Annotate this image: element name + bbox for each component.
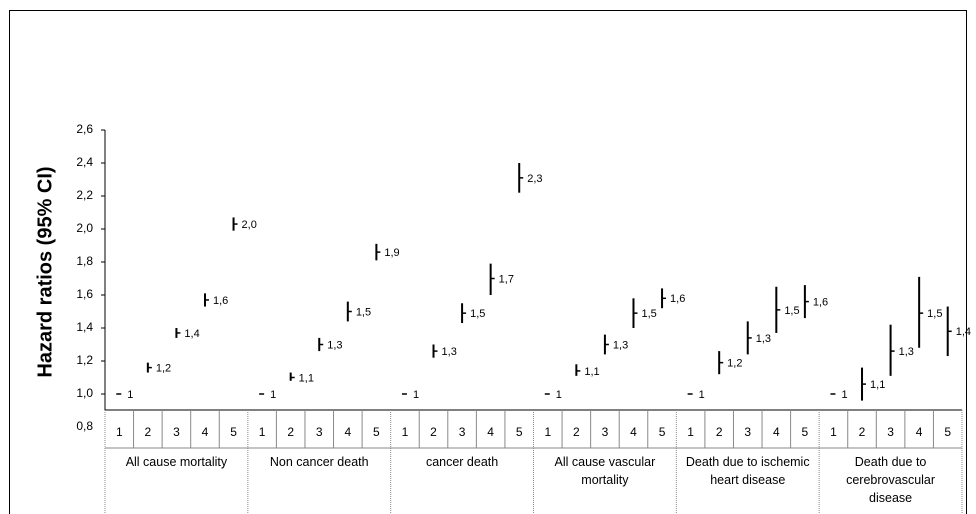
- x-tick-label: 1: [402, 425, 409, 439]
- data-label: 1,9: [384, 247, 399, 259]
- x-tick-label: 4: [202, 425, 209, 439]
- data-label: 1,6: [213, 295, 228, 307]
- x-tick-label: 2: [145, 425, 152, 439]
- data-label: 1,1: [584, 366, 599, 378]
- data-label: 1,6: [670, 293, 685, 305]
- data-label: 1,3: [756, 333, 771, 345]
- x-tick-label: 4: [916, 425, 923, 439]
- x-tick-label: 5: [230, 425, 237, 439]
- y-tick-label: 2,4: [76, 155, 93, 169]
- x-tick-label: 4: [630, 425, 637, 439]
- data-label: 1,3: [899, 346, 914, 358]
- data-label: 1: [127, 389, 133, 401]
- x-tick-label: 3: [459, 425, 466, 439]
- group-label: Death due to ischemic heart disease: [685, 455, 810, 487]
- x-tick-label: 2: [430, 425, 437, 439]
- x-tick-label: 5: [516, 425, 523, 439]
- x-tick-label: 1: [116, 425, 123, 439]
- data-label: 2,0: [242, 219, 257, 231]
- x-tick-label: 3: [602, 425, 609, 439]
- data-label: 1,3: [327, 339, 342, 351]
- x-tick-label: 3: [744, 425, 751, 439]
- y-axis-title: Hazard ratios (95% CI): [34, 166, 56, 377]
- data-label: 1: [841, 389, 847, 401]
- data-label: 1: [270, 389, 276, 401]
- x-tick-label: 5: [659, 425, 666, 439]
- data-label: 1,5: [641, 308, 656, 320]
- data-label: 1: [556, 389, 562, 401]
- x-tick-label: 4: [344, 425, 351, 439]
- data-label: 1,6: [813, 297, 828, 309]
- group-label: All cause vascular mortality: [554, 455, 656, 487]
- group-label: cancer death: [425, 455, 499, 469]
- x-tick-label: 2: [859, 425, 866, 439]
- y-tick-label: 2,2: [76, 188, 93, 202]
- frame: [9, 10, 967, 514]
- x-tick-label: 1: [687, 425, 694, 439]
- data-label: 1,3: [613, 339, 628, 351]
- group-label: Death due to cerebrovascular disease: [846, 455, 936, 505]
- y-tick-label: 1,8: [76, 254, 93, 268]
- data-label: 1,2: [156, 363, 171, 375]
- x-tick-label: 5: [944, 425, 951, 439]
- x-tick-label: 2: [716, 425, 723, 439]
- data-label: 1: [699, 389, 705, 401]
- data-label: 1,5: [927, 308, 942, 320]
- data-label: 1,5: [356, 306, 371, 318]
- y-tick-label: 1,6: [76, 287, 93, 301]
- x-tick-label: 5: [802, 425, 809, 439]
- y-tick-label: 2,6: [76, 122, 93, 136]
- data-label: 1,5: [470, 308, 485, 320]
- x-tick-label: 2: [573, 425, 580, 439]
- x-tick-label: 1: [544, 425, 551, 439]
- x-tick-label: 5: [373, 425, 380, 439]
- data-label: 1,4: [956, 326, 971, 338]
- y-tick-label: 1,0: [76, 386, 93, 400]
- y-tick-label: 1,2: [76, 353, 93, 367]
- data-label: 1,7: [499, 273, 514, 285]
- x-tick-label: 3: [887, 425, 894, 439]
- data-label: 2,3: [527, 173, 542, 185]
- y-tick-label: 2,0: [76, 221, 93, 235]
- data-label: 1: [413, 389, 419, 401]
- x-tick-label: 2: [287, 425, 294, 439]
- group-label: All cause mortality: [125, 455, 228, 469]
- x-tick-label: 4: [487, 425, 494, 439]
- x-tick-label: 4: [773, 425, 780, 439]
- data-label: 1,3: [442, 346, 457, 358]
- x-tick-label: 1: [830, 425, 837, 439]
- data-label: 1,2: [727, 358, 742, 370]
- data-label: 1,4: [184, 328, 199, 340]
- x-tick-label: 3: [173, 425, 180, 439]
- data-label: 1,5: [784, 305, 799, 317]
- x-tick-label: 3: [316, 425, 323, 439]
- data-label: 1,1: [299, 372, 314, 384]
- data-label: 1,1: [870, 379, 885, 391]
- y-tick-label: 1,4: [76, 320, 93, 334]
- y-tick-label: 0,8: [76, 419, 93, 433]
- group-label: Non cancer death: [269, 455, 369, 469]
- x-tick-label: 1: [259, 425, 266, 439]
